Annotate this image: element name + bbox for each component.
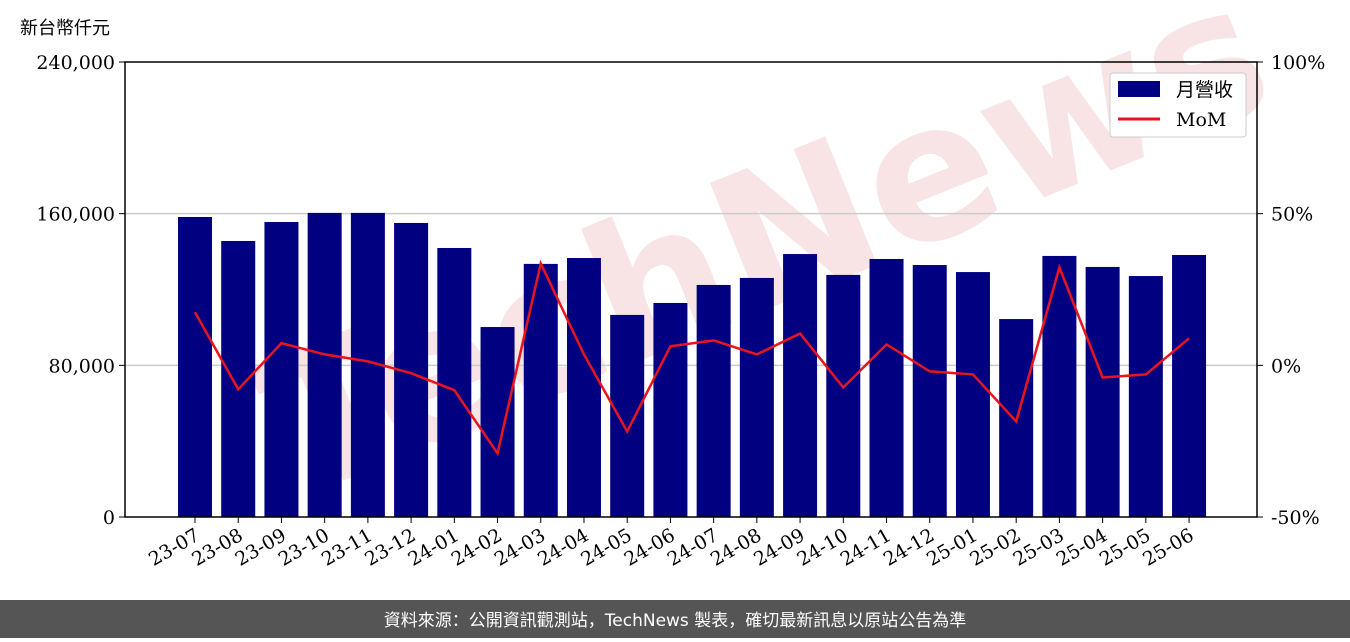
bar (178, 216, 212, 517)
y2-tick-label: 50% (1271, 204, 1313, 226)
bar (1172, 254, 1207, 517)
bar (566, 258, 601, 517)
y2-tick-label: 0% (1271, 355, 1301, 377)
bar (610, 314, 645, 517)
bar (955, 272, 990, 517)
bar (264, 222, 299, 517)
y-tick-label: 240,000 (36, 52, 115, 74)
bar (696, 284, 731, 517)
bar (221, 240, 256, 517)
bar (480, 327, 515, 517)
bar (653, 302, 688, 517)
footer-text: 資料來源：公開資訊觀測站，TechNews 製表，確切最新訊息以原站公告為準 (384, 611, 966, 631)
mom-line (193, 259, 1190, 457)
bar (826, 274, 861, 517)
x-tick-label: 25-06 (1139, 524, 1197, 570)
bar (437, 247, 472, 517)
y-tick-label: 80,000 (49, 355, 115, 377)
plot-frame (124, 61, 1258, 518)
legend: 月營收 MoM (1109, 72, 1247, 138)
legend-label: MoM (1176, 109, 1226, 131)
bar (523, 263, 558, 517)
bar (739, 277, 774, 517)
bar (912, 265, 947, 517)
legend-label: 月營收 (1176, 79, 1233, 101)
footer-bar (0, 600, 1350, 638)
bar (307, 212, 342, 518)
legend-swatch (1118, 81, 1160, 97)
y2-tick-label: -50% (1271, 507, 1320, 529)
bar (1085, 266, 1120, 517)
bar (869, 258, 904, 517)
bar (783, 254, 818, 517)
y-axis-label: 新台幣仟元 (20, 18, 110, 39)
y-tick-label: 160,000 (36, 204, 115, 226)
y2-tick-label: 100% (1271, 52, 1325, 74)
bar (1128, 276, 1163, 517)
y-tick-label: 0 (103, 507, 115, 529)
